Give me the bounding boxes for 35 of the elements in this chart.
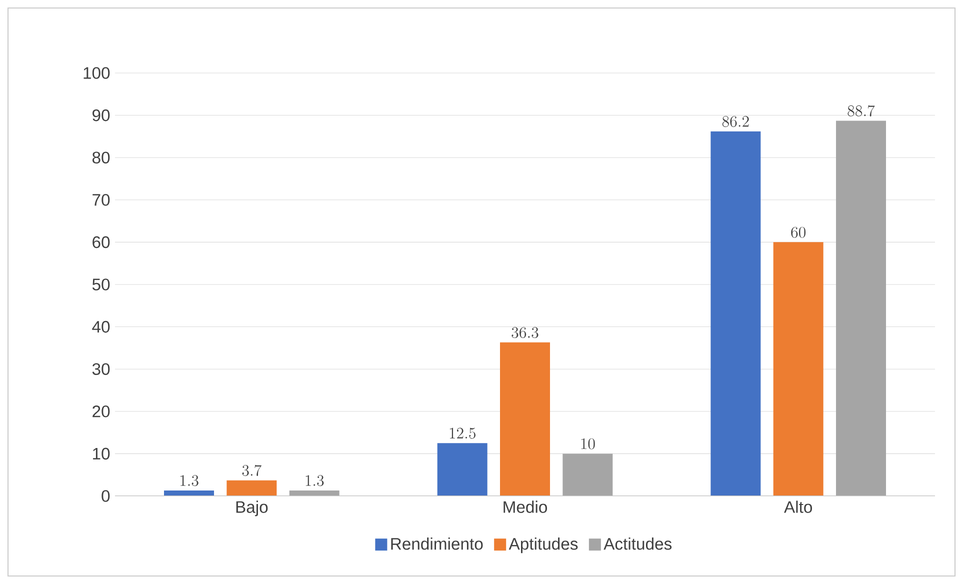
legend-label: Aptitudes xyxy=(508,538,578,554)
data-label: 12.5 xyxy=(450,428,476,439)
y-tick-label: 100 xyxy=(84,67,110,79)
legend-label: Rendimiento xyxy=(391,538,483,550)
bar xyxy=(773,242,824,496)
data-label: 86.2 xyxy=(722,116,749,127)
bar xyxy=(289,490,340,496)
x-tick-label: Bajo xyxy=(236,500,268,516)
bar xyxy=(500,342,550,496)
y-tick-label: 40 xyxy=(92,320,110,333)
data-label: 1 .3 xyxy=(180,475,198,486)
bar xyxy=(226,480,277,496)
y-tick-label: 90 xyxy=(92,109,110,122)
x-tick-label: Alto xyxy=(784,500,812,513)
y-tick-label: 0 xyxy=(102,490,110,502)
data-label: 3.7 xyxy=(242,464,262,476)
y-tick-label: 30 xyxy=(92,363,110,375)
y-tick-label: 60 xyxy=(92,236,110,248)
data-label: 60 xyxy=(791,226,806,238)
data-label: 10 xyxy=(581,438,595,450)
legend-label: Actitudes xyxy=(604,538,672,550)
data-label: 36.3 xyxy=(512,327,538,338)
data-label: 88.7 xyxy=(848,105,875,116)
y-tick-label: 80 xyxy=(92,152,110,164)
bar xyxy=(710,131,761,496)
y-tick-label: 50 xyxy=(92,278,110,290)
bar xyxy=(562,454,613,496)
y-tick-label: 20 xyxy=(92,405,110,418)
data-label: 1 .3 xyxy=(306,475,324,486)
bar xyxy=(164,490,214,496)
y-tick-label: 10 xyxy=(93,448,110,460)
bar xyxy=(437,443,488,496)
x-tick-label: Medio xyxy=(504,500,547,513)
bar xyxy=(836,120,886,496)
y-tick-label: 70 xyxy=(92,194,110,206)
